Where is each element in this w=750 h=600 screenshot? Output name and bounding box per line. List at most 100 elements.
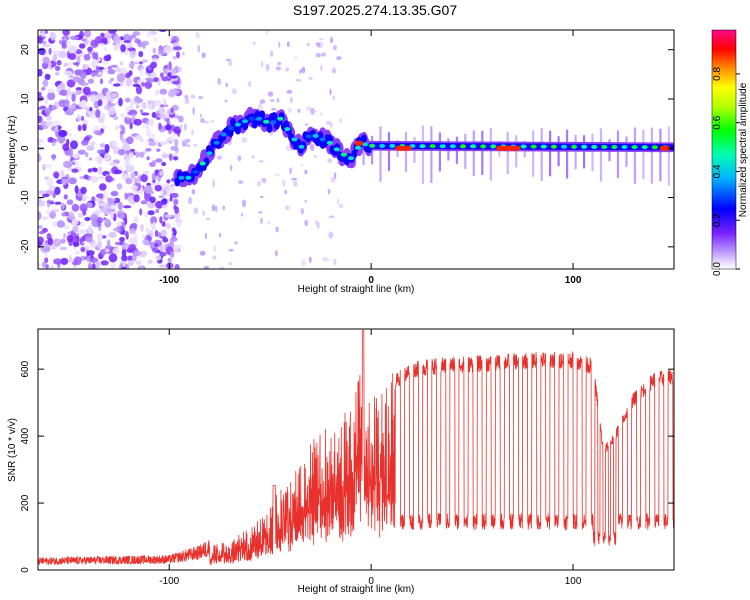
spectrogram-noise-blob <box>286 89 293 94</box>
spectrogram-noise-blob <box>332 66 335 71</box>
spectrogram-noise-blob <box>81 241 85 247</box>
spectrogram-noise-blob <box>176 51 180 59</box>
spectrogram-ridge-bead <box>227 126 234 131</box>
spectrogram-noise-blob <box>71 154 81 158</box>
spectrogram-noise-blob <box>241 136 248 143</box>
spectrogram-noise-blob <box>154 184 162 192</box>
spectrogram-noise-blob <box>84 136 91 141</box>
spectrogram-noise-blob <box>216 155 223 160</box>
spectrogram-noise-blob <box>154 230 159 237</box>
spectrogram-noise-blob <box>158 106 164 115</box>
spectrogram-noise-blob <box>103 47 107 52</box>
spectrogram-noise-blob <box>66 199 74 205</box>
spectrogram-noise-blob <box>44 73 51 81</box>
spectrogram-ridge-bead <box>249 116 255 121</box>
spectrogram-noise-blob <box>275 250 278 257</box>
spectrogram-noise-blob <box>108 253 118 263</box>
spectrogram-noise-blob <box>237 155 242 162</box>
spectrogram-noise-blob <box>95 260 101 269</box>
spectrogram-noise-blob <box>152 221 156 230</box>
spectrogram-noise-blob <box>81 99 87 107</box>
spectrogram-noise-blob <box>158 122 162 130</box>
spectrogram-noise-blob <box>112 247 120 255</box>
spectrogram-noise-blob <box>79 30 84 39</box>
spectrogram-noise-blob <box>87 225 93 234</box>
spectrogram-noise-blob <box>97 99 103 107</box>
spectrogram-ridge-bead <box>234 122 241 127</box>
spectrogram-noise-blob <box>126 136 134 145</box>
spectrogram-noise-blob <box>64 110 74 116</box>
spectrogram-noise-blob <box>96 208 102 213</box>
spectrogram-noise-blob <box>306 42 310 47</box>
spectrogram-noise-blob <box>80 116 85 121</box>
colorbar-gradient <box>711 29 737 270</box>
spectrogram-noise-blob <box>155 255 162 261</box>
spectrogram-noise-blob <box>53 171 60 179</box>
spectrogram-noise-blob <box>328 215 335 218</box>
spectrogram-noise-blob <box>52 120 61 126</box>
spectrogram-ylabel: Frequency (Hz) <box>7 116 18 185</box>
spectrogram-ridge-bead <box>362 142 369 147</box>
spectrogram-noise-blob <box>338 203 344 208</box>
spectrogram-noise-blob <box>275 66 282 71</box>
snr-frame <box>37 328 675 571</box>
snr-xtick-label: -100 <box>159 576 179 587</box>
spectrogram-noise-blob <box>127 260 135 266</box>
spectrogram-ridge-body <box>668 144 674 151</box>
spectrogram-noise-blob <box>85 152 89 158</box>
spectrogram-noise-blob <box>67 40 72 50</box>
spectrogram-streak <box>633 127 636 184</box>
spectrogram-noise-blob <box>161 221 166 227</box>
spectrogram-noise-blob <box>146 132 152 138</box>
spectrogram-noise-blob <box>136 97 144 104</box>
spectrogram-noise-blob <box>142 170 150 175</box>
spectrogram-noise-blob <box>42 44 51 48</box>
spectrogram-noise-blob <box>142 43 146 49</box>
spectrogram-noise-blob <box>49 105 57 111</box>
spectrogram-noise-blob <box>103 217 107 221</box>
spectrogram-noise-blob <box>152 47 157 54</box>
spectrogram-noise-blob <box>133 118 142 126</box>
spectrogram-noise-blob <box>124 97 131 103</box>
spectrogram-noise-blob <box>38 36 43 44</box>
spectrogram-noise-blob <box>108 80 113 84</box>
snr-xtick-label: 100 <box>565 576 582 587</box>
spectrogram-noise-blob <box>83 106 91 110</box>
spectrogram-noise-blob <box>97 71 104 76</box>
spectrogram-noise-blob <box>329 88 332 96</box>
spectrogram-noise-blob <box>118 149 126 156</box>
spectrogram-ridge-bead <box>429 144 436 149</box>
spectrogram-noise-blob <box>38 111 41 117</box>
spectrogram-noise-blob <box>72 225 79 234</box>
spectrogram-noise-blob <box>336 198 340 205</box>
spectrogram-ridge-bead <box>277 116 284 121</box>
spectrogram-streak <box>616 130 620 178</box>
snr-xlabel: Height of straight line (km) <box>298 584 415 595</box>
spectrogram-noise-blob <box>61 178 67 186</box>
spectrogram-noise-blob <box>139 109 144 114</box>
spectrogram-noise-blob <box>171 227 176 233</box>
spectrogram-noise-blob <box>38 95 44 102</box>
spectrogram-ridge-bead <box>206 151 213 156</box>
spectrogram-noise-blob <box>82 64 89 70</box>
spectrogram-noise-blob <box>104 104 111 111</box>
spectrogram-ytick-label: -20 <box>20 239 31 254</box>
spectrogram-streak <box>591 133 594 172</box>
spectrogram-noise-blob <box>198 96 204 100</box>
spectrogram-noise-blob <box>258 102 263 110</box>
spectrogram-noise-blob <box>83 174 89 180</box>
spectrogram-noise-blob <box>167 257 172 263</box>
spectrogram-noise-blob <box>228 248 234 252</box>
spectrogram-noise-blob <box>52 220 57 228</box>
spectrogram-noise-blob <box>140 200 148 205</box>
spectrogram-frame <box>37 29 675 270</box>
spectrogram-streak <box>481 130 484 175</box>
spectrogram-noise-blob <box>159 113 167 120</box>
spectrogram-ridge-bead <box>185 175 192 180</box>
spectrogram-noise-blob <box>253 41 256 45</box>
spectrogram-noise-blob <box>312 110 317 113</box>
spectrogram-noise-blob <box>231 88 237 95</box>
snr-axes: -100 0 100 0 200 400 600 <box>20 329 674 587</box>
spectrogram-noise-blob <box>164 124 172 131</box>
spectrogram-noise-blob <box>53 258 62 265</box>
